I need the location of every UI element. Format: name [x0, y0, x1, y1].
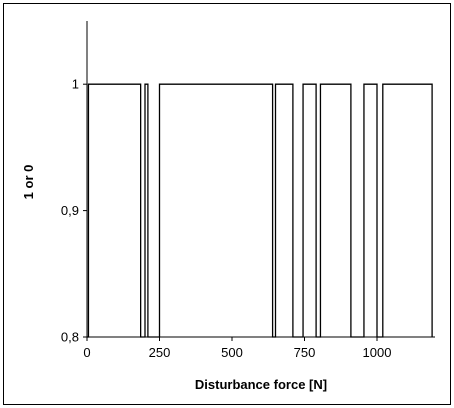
x-axis-title: Disturbance force [N]	[195, 377, 327, 392]
y-tick-label: 0,8	[61, 330, 79, 345]
x-ticks: 0 250 500 750 1000	[83, 337, 391, 360]
series-layer	[87, 83, 433, 338]
y-ticks: 0,8 0,9 1	[61, 77, 87, 345]
y-tick-label: 0,9	[61, 203, 79, 218]
x-tick-label: 250	[149, 345, 171, 360]
x-tick-label: 0	[83, 345, 90, 360]
y-axis-title: 1 or 0	[21, 165, 36, 200]
x-tick-label: 1000	[363, 345, 392, 360]
x-tick-label: 750	[294, 345, 316, 360]
chart-frame	[3, 3, 451, 405]
x-tick-label: 500	[221, 345, 243, 360]
y-tick-label: 1	[72, 77, 79, 92]
series-line	[87, 83, 433, 338]
